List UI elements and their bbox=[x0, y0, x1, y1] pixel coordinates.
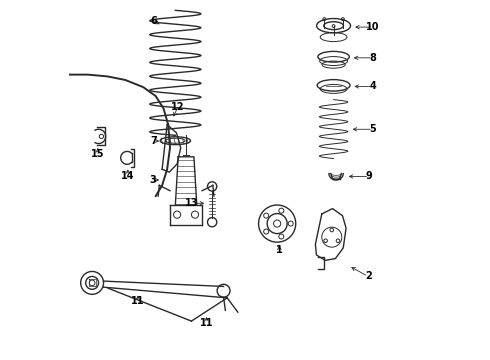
Text: 8: 8 bbox=[369, 53, 376, 63]
Text: 4: 4 bbox=[369, 81, 376, 91]
Text: 6: 6 bbox=[150, 16, 157, 26]
Text: 11: 11 bbox=[131, 296, 145, 306]
Text: 10: 10 bbox=[366, 22, 380, 32]
Text: 15: 15 bbox=[91, 149, 104, 159]
Text: 11: 11 bbox=[199, 318, 213, 328]
Text: 3: 3 bbox=[150, 175, 157, 185]
Text: 7: 7 bbox=[150, 136, 157, 146]
Text: 9: 9 bbox=[366, 171, 373, 181]
Text: 13: 13 bbox=[185, 198, 199, 208]
Text: 14: 14 bbox=[121, 171, 135, 181]
Text: 2: 2 bbox=[365, 271, 371, 282]
Text: 1: 1 bbox=[276, 245, 283, 255]
Text: 5: 5 bbox=[369, 124, 376, 134]
Text: 12: 12 bbox=[171, 102, 185, 112]
